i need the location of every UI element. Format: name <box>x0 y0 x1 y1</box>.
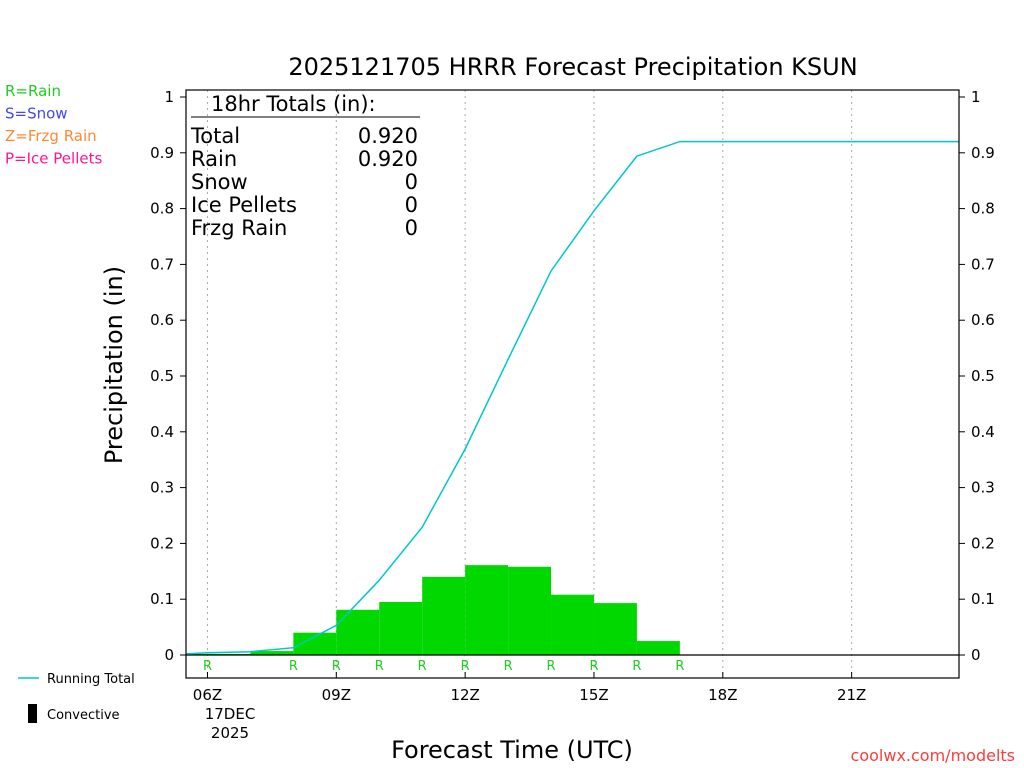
rain-bar-5 <box>379 601 423 655</box>
totals-row-label-0: Total <box>190 124 240 148</box>
ptype-marker-3: R <box>375 659 384 674</box>
y-tick-left-label-9: 0.9 <box>150 144 174 162</box>
convective-legend-label: Convective <box>47 708 120 723</box>
y-tick-left-label-10: 1 <box>164 88 174 106</box>
rain-bar-7 <box>465 565 509 655</box>
y-axis-ticks: 0 00.1 0.10.2 0.20.3 0.30.4 0.40.5 0.50.6 0.60.… <box>150 88 995 664</box>
x-axis-label: Forecast Time (UTC) <box>391 736 633 764</box>
y-tick-left-label-6: 0.6 <box>150 311 174 329</box>
running-total-legend-label: Running Total <box>47 672 135 687</box>
ptype-marker-9: R <box>632 659 641 674</box>
y-tick-right-label-2: 0.2 <box>971 534 995 552</box>
y-tick-right-label-8: 0.8 <box>971 200 995 218</box>
rain-bar-10 <box>593 603 637 655</box>
ptype-marker-8: R <box>589 659 598 674</box>
y-tick-right-label-6: 0.6 <box>971 311 995 329</box>
rain-bar-11 <box>636 641 680 655</box>
x-tick-label-0: 06Z <box>193 686 222 704</box>
ptype-marker-6: R <box>504 659 513 674</box>
x-tick-label-4: 18Z <box>708 686 737 704</box>
running-total-line <box>185 140 959 655</box>
totals-header: 18hr Totals (in): <box>211 92 376 116</box>
y-tick-right-label-9: 0.9 <box>971 144 995 162</box>
ptype-legend-item-0: R=Rain <box>5 82 61 100</box>
date-label-day: 17DEC <box>205 705 256 723</box>
x-tick-label-2: 12Z <box>450 686 479 704</box>
totals-row-label-1: Rain <box>191 147 237 171</box>
totals-rows: Total 0.920 Rain 0.920 Snow 0 Ice Pellets 0 Frzg… <box>190 124 418 240</box>
y-tick-right-label-10: 1 <box>971 88 981 106</box>
totals-row-value-2: 0 <box>405 170 418 194</box>
y-tick-left-label-5: 0.5 <box>150 367 174 385</box>
ptype-marker-10: R <box>675 659 684 674</box>
plot-frame <box>185 89 960 679</box>
ptype-legend: R=Rain S=Snow Z=Frzg Rain P=Ice Pellets <box>5 82 102 168</box>
rain-bar-8 <box>508 566 552 655</box>
totals-box: 18hr Totals (in): Total 0.920 Rain 0.920 Sno… <box>190 92 420 240</box>
ptype-legend-item-2: Z=Frzg Rain <box>5 127 97 145</box>
ptype-marker-4: R <box>418 659 427 674</box>
x-tick-label-5: 21Z <box>837 686 866 704</box>
y-tick-right-label-7: 0.7 <box>971 255 995 273</box>
y-tick-right-label-4: 0.4 <box>971 423 995 441</box>
rain-bars <box>186 565 680 655</box>
rain-bar-3 <box>293 632 337 655</box>
y-tick-left-label-2: 0.2 <box>150 534 174 552</box>
totals-row-value-1: 0.920 <box>358 147 418 171</box>
x-axis-ticks: 06Z 09Z 12Z 15Z 18Z 21Z <box>193 672 866 704</box>
chart-title: 2025121705 HRRR Forecast Precipitation K… <box>288 53 857 81</box>
y-axis-label: Precipitation (in) <box>100 266 128 464</box>
totals-row-label-2: Snow <box>191 170 248 194</box>
ptype-marker-7: R <box>546 659 555 674</box>
ptype-marker-2: R <box>332 659 341 674</box>
ptype-legend-item-3: P=Ice Pellets <box>5 150 102 168</box>
y-tick-left-label-1: 0.1 <box>150 590 174 608</box>
y-tick-left-label-4: 0.4 <box>150 423 174 441</box>
y-tick-left-label-8: 0.8 <box>150 200 174 218</box>
ptype-marker-1: R <box>289 659 298 674</box>
rain-bar-9 <box>551 594 594 655</box>
totals-row-value-0: 0.920 <box>358 124 418 148</box>
totals-row-value-3: 0 <box>405 193 418 217</box>
totals-row-label-4: Frzg Rain <box>191 216 287 240</box>
y-tick-right-label-0: 0 <box>971 646 981 664</box>
totals-row-label-3: Ice Pellets <box>191 193 297 217</box>
y-tick-right-label-1: 0.1 <box>971 590 995 608</box>
gridlines <box>206 90 853 678</box>
ptype-marker-5: R <box>461 659 470 674</box>
y-tick-right-label-3: 0.3 <box>971 479 995 497</box>
totals-row-value-4: 0 <box>405 216 418 240</box>
y-tick-left-label-0: 0 <box>164 646 174 664</box>
y-tick-left-label-3: 0.3 <box>150 479 174 497</box>
ptype-marker-0: R <box>203 659 212 674</box>
y-tick-left-label-7: 0.7 <box>150 255 174 273</box>
x-tick-label-3: 15Z <box>579 686 608 704</box>
x-tick-label-1: 09Z <box>322 686 351 704</box>
credit-text: coolwx.com/modelts <box>851 746 1015 765</box>
rain-bar-6 <box>422 576 466 655</box>
convective-legend-swatch <box>28 704 37 723</box>
date-label-year: 2025 <box>211 724 249 742</box>
rain-bar-4 <box>336 609 380 655</box>
ptype-legend-item-1: S=Snow <box>5 105 68 123</box>
rain-bar-2 <box>250 651 294 655</box>
y-tick-right-label-5: 0.5 <box>971 367 995 385</box>
